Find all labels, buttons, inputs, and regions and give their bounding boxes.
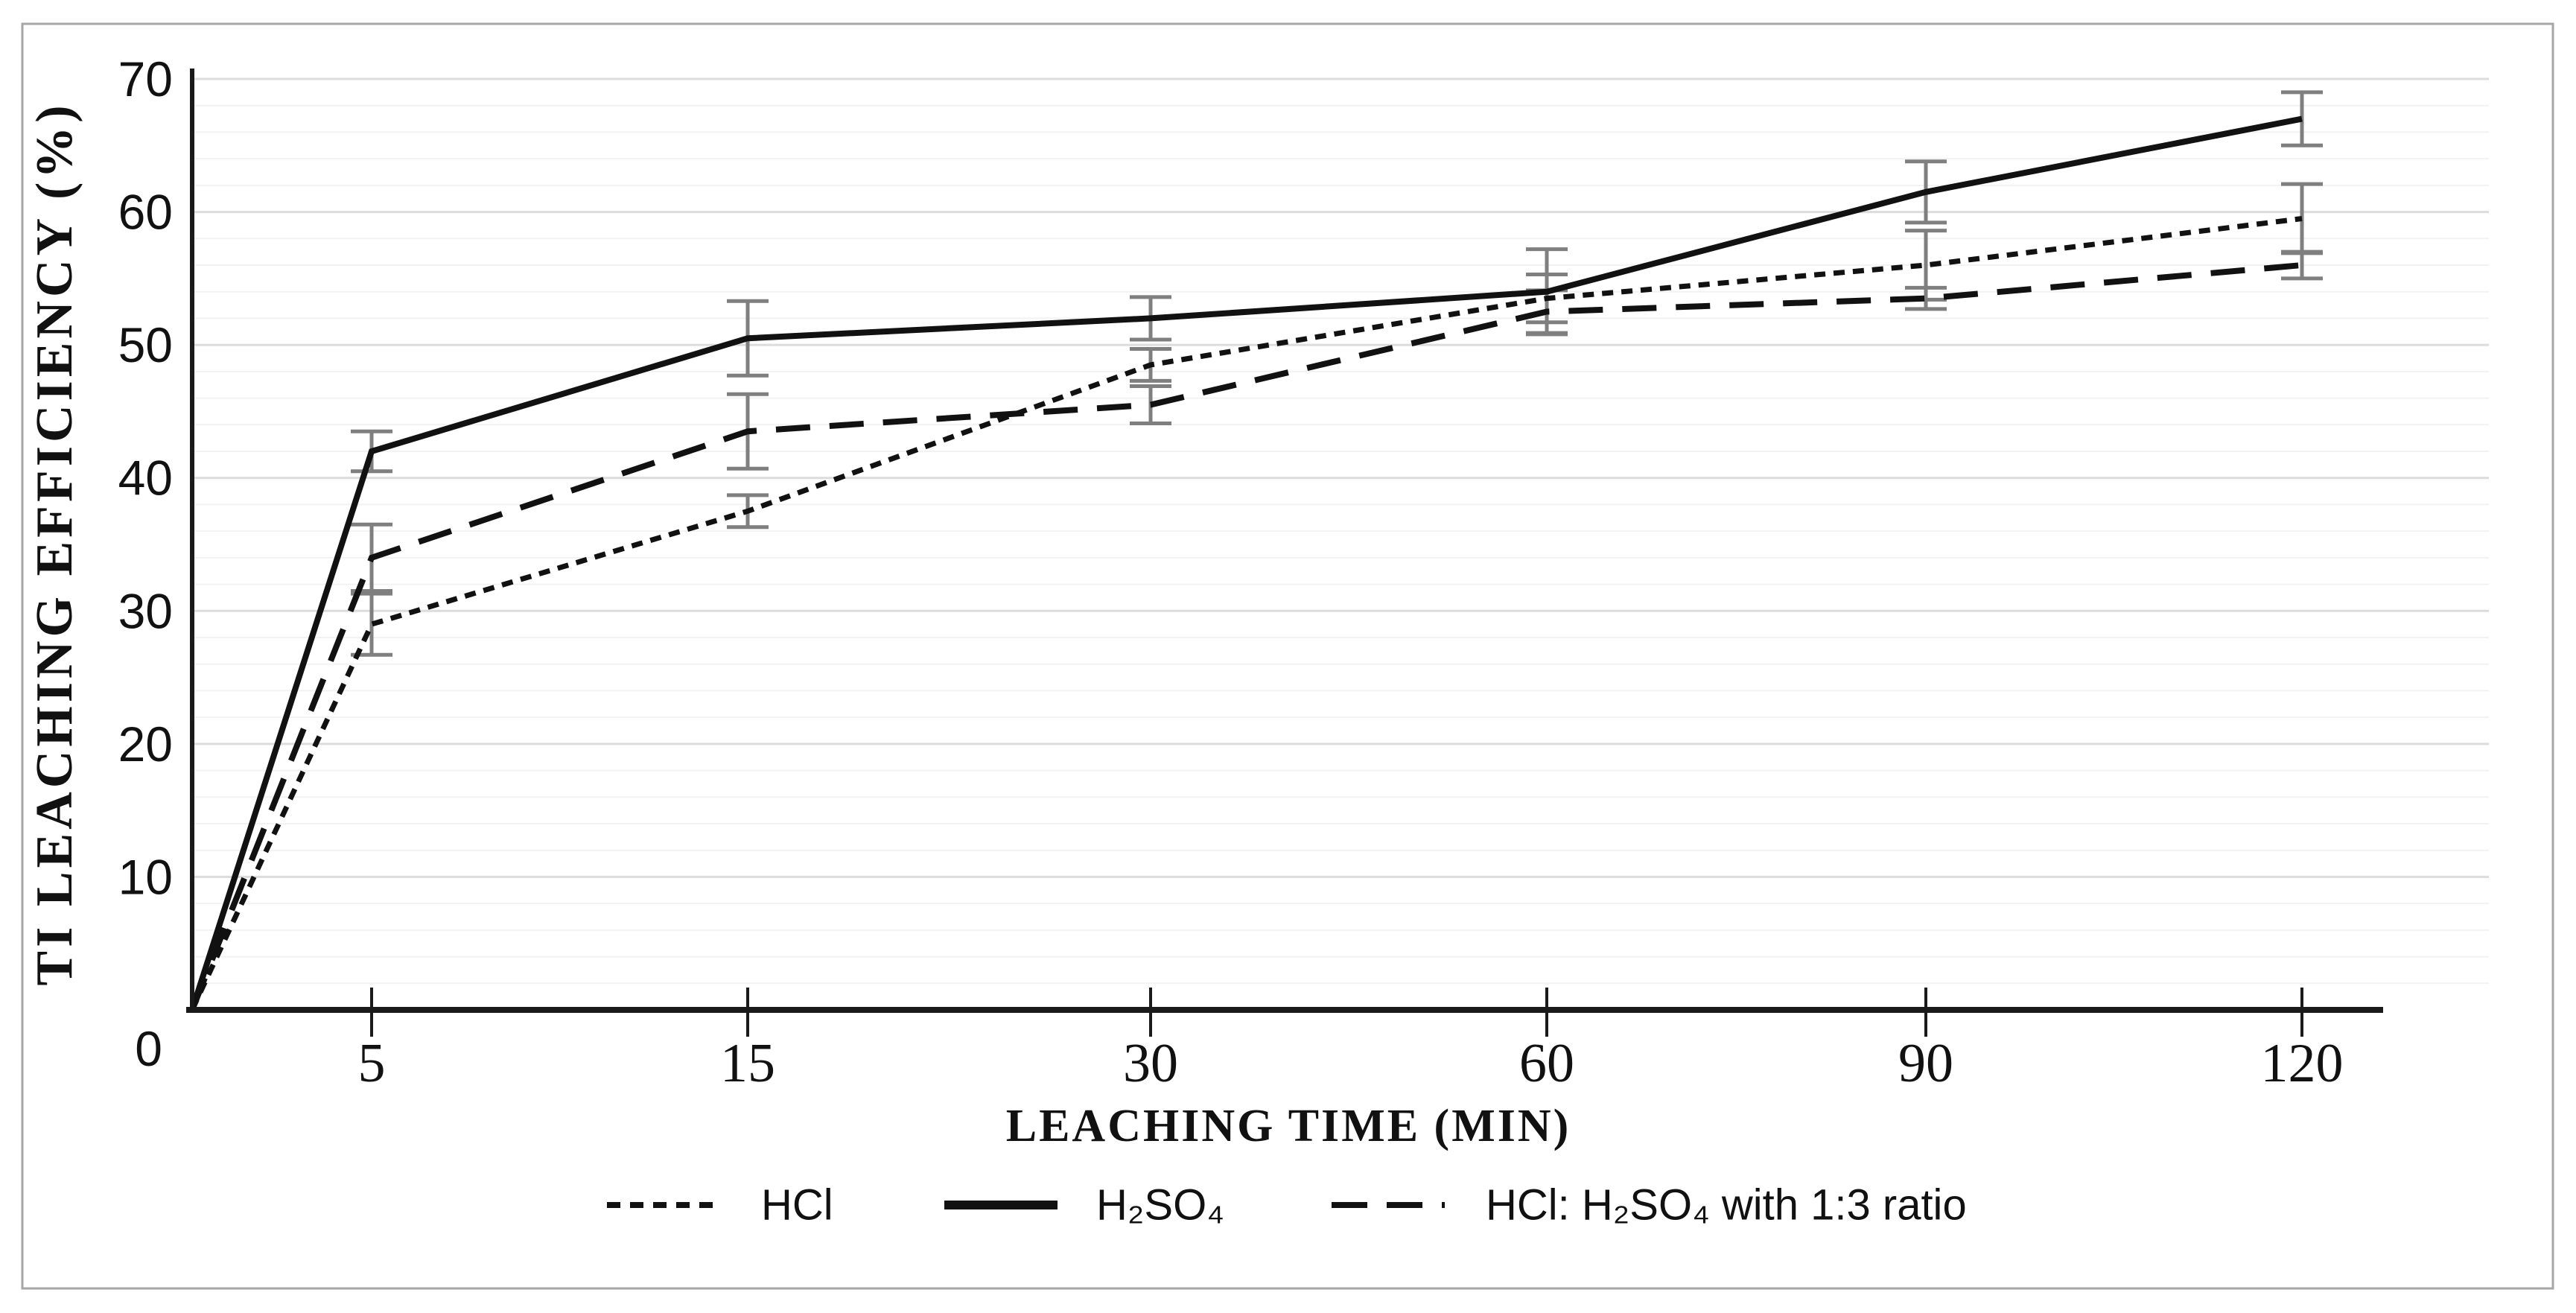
figure-border: [21, 22, 2554, 1290]
y-tick-label: 30: [118, 583, 173, 638]
series-lines: [189, 115, 2303, 1011]
y-tick-label: 40: [118, 451, 173, 506]
legend-item: HCl: H₂SO₄ with 1:3 ratio: [1332, 1181, 1967, 1230]
x-tick-label: 60: [1519, 1033, 1574, 1094]
legend-item: HCl: [607, 1181, 833, 1230]
legend-item-label: HCl: [761, 1181, 833, 1230]
y-axis-title: TI LEACHING EFFICIENCY (%): [26, 101, 83, 985]
y-tick-label: 0: [135, 1021, 162, 1076]
series-line-solid: [189, 115, 2303, 1011]
y-tick-label: 60: [118, 185, 173, 240]
x-tick-label: 15: [720, 1033, 775, 1094]
x-tick-label: 120: [2261, 1033, 2344, 1094]
series-line-dashed: [189, 262, 2303, 1011]
legend-item-label: HCl: H₂SO₄ with 1:3 ratio: [1486, 1181, 1967, 1230]
error-bar: [2281, 249, 2323, 281]
gridlines: [192, 77, 2489, 985]
x-tick-label: 30: [1123, 1033, 1178, 1094]
tick-labels: 0 10 20 30 40 50 60 70 5 15 30 60 90 120: [118, 51, 2344, 1094]
y-tick-label: 70: [118, 51, 173, 106]
x-axis-title: LEACHING TIME (MIN): [1006, 1101, 1571, 1151]
x-tick-label: 5: [358, 1033, 386, 1094]
legend: HCl H₂SO₄ HCl: H₂SO₄ with 1:3 ratio: [607, 1181, 1967, 1230]
axes: [186, 69, 2383, 1037]
y-tick-label: 20: [118, 716, 173, 772]
error-bar: [1905, 285, 1947, 311]
legend-item: H₂SO₄: [944, 1181, 1224, 1230]
y-tick-label: 10: [118, 849, 173, 904]
series-line-dotted: [189, 216, 2303, 1011]
legend-item-label: H₂SO₄: [1096, 1181, 1224, 1230]
y-tick-label: 50: [118, 317, 173, 372]
x-tick-label: 90: [1898, 1033, 1953, 1094]
